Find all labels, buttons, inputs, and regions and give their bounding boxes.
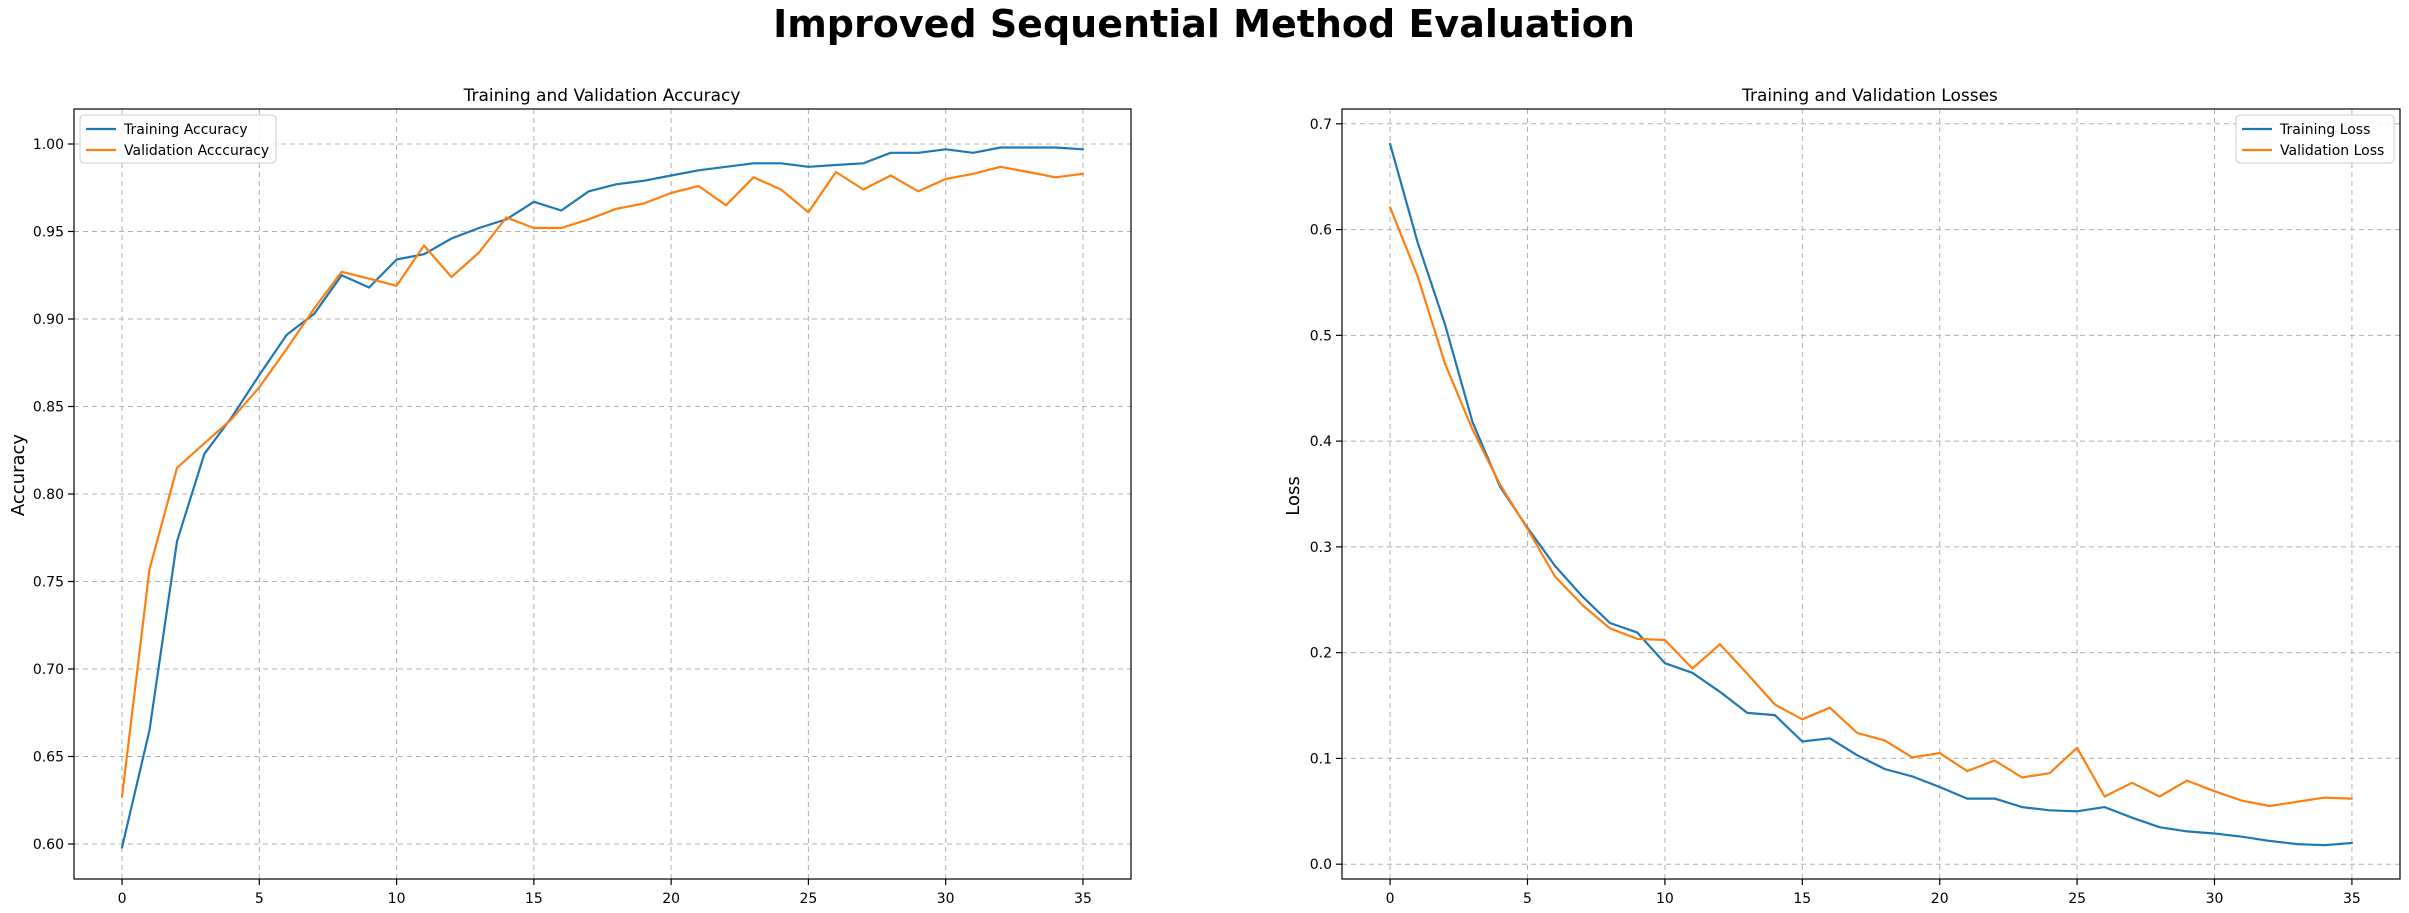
- accuracy-legend: Training Accuracy Validation Acccuracy: [79, 114, 277, 164]
- loss-y-axis-label: Loss: [1283, 476, 1304, 515]
- loss-legend-label-training: Training Loss: [2279, 122, 2370, 138]
- figure-suptitle: Improved Sequential Method Evaluation: [773, 2, 1635, 46]
- loss-x-tick-label: 25: [2068, 891, 2086, 907]
- loss-x-tick-label: 5: [1523, 891, 1532, 907]
- loss-plot-frame: [1341, 108, 2401, 880]
- loss-training-line: [1388, 142, 2353, 847]
- loss-series-layer: [1388, 142, 2353, 847]
- loss-y-tick-label: 0.5: [1310, 328, 1332, 344]
- accuracy-y-tick-label: 1.00: [33, 137, 64, 153]
- accuracy-y-tick-label: 0.75: [33, 575, 64, 591]
- loss-legend: Training Loss Validation Loss: [2235, 114, 2395, 164]
- loss-grid: [1342, 109, 2400, 879]
- accuracy-y-tick-label: 0.85: [33, 400, 64, 416]
- accuracy-legend-label-training: Training Accuracy: [123, 122, 248, 138]
- loss-y-tick-label: 0.4: [1310, 434, 1332, 450]
- accuracy-y-tick-label: 0.60: [33, 837, 64, 853]
- loss-y-tick-label: 0.3: [1310, 540, 1332, 556]
- loss-y-tick-label: 0.0: [1310, 857, 1332, 873]
- loss-y-tick-label: 0.6: [1310, 223, 1332, 239]
- loss-y-tick-label: 0.1: [1310, 751, 1332, 767]
- loss-x-tick-label: 20: [1931, 891, 1949, 907]
- loss-ticks: 0 5 10 15 20 25 30 35 0.0 0.1 0.2 0.3 0.4 0.5 0.6 0.7: [1310, 117, 2361, 907]
- accuracy-legend-label-validation: Validation Acccuracy: [124, 143, 269, 159]
- accuracy-y-axis-label: Accuracy: [8, 434, 29, 517]
- accuracy-ticks: 0 5 10 15 20 25 30 35 0.60 0.65 0.70 0.75 0.80 0.85 0.…: [33, 137, 1092, 907]
- accuracy-x-tick-label: 15: [525, 891, 543, 907]
- accuracy-y-tick-label: 0.80: [33, 487, 64, 503]
- accuracy-x-tick-label: 5: [255, 891, 264, 907]
- accuracy-series-layer: [120, 146, 1085, 849]
- accuracy-validation-line: [120, 165, 1085, 798]
- accuracy-x-tick-label: 25: [799, 891, 817, 907]
- accuracy-y-tick-label: 0.70: [33, 662, 64, 678]
- loss-legend-label-validation: Validation Loss: [2280, 143, 2384, 159]
- accuracy-y-tick-label: 0.65: [33, 750, 64, 766]
- accuracy-x-tick-label: 10: [388, 891, 406, 907]
- accuracy-chart-title: Training and Validation Accuracy: [463, 86, 741, 106]
- loss-legend-box: [2235, 114, 2395, 164]
- accuracy-x-tick-label: 35: [1074, 891, 1092, 907]
- loss-x-tick-label: 35: [2343, 891, 2361, 907]
- accuracy-training-line: [120, 146, 1085, 849]
- accuracy-x-tick-label: 0: [118, 891, 127, 907]
- accuracy-legend-box: [79, 114, 277, 164]
- accuracy-x-tick-label: 30: [937, 891, 955, 907]
- accuracy-chart: Training and Validation Accuracy Accurac…: [8, 86, 1132, 907]
- accuracy-x-tick-label: 20: [662, 891, 680, 907]
- accuracy-y-tick-label: 0.90: [33, 312, 64, 328]
- loss-x-tick-label: 30: [2206, 891, 2224, 907]
- loss-x-tick-label: 10: [1656, 891, 1674, 907]
- loss-y-tick-label: 0.2: [1310, 646, 1332, 662]
- loss-chart-title: Training and Validation Losses: [1741, 86, 1998, 106]
- loss-x-tick-label: 0: [1386, 891, 1395, 907]
- loss-y-tick-label: 0.7: [1310, 117, 1332, 133]
- loss-chart: Training and Validation Losses Loss 0 5 10…: [1283, 86, 2401, 907]
- loss-x-tick-label: 15: [1793, 891, 1811, 907]
- accuracy-plot-frame: [73, 108, 1132, 880]
- accuracy-grid: [74, 109, 1131, 879]
- accuracy-y-tick-label: 0.95: [33, 225, 64, 241]
- loss-validation-line: [1388, 206, 2353, 808]
